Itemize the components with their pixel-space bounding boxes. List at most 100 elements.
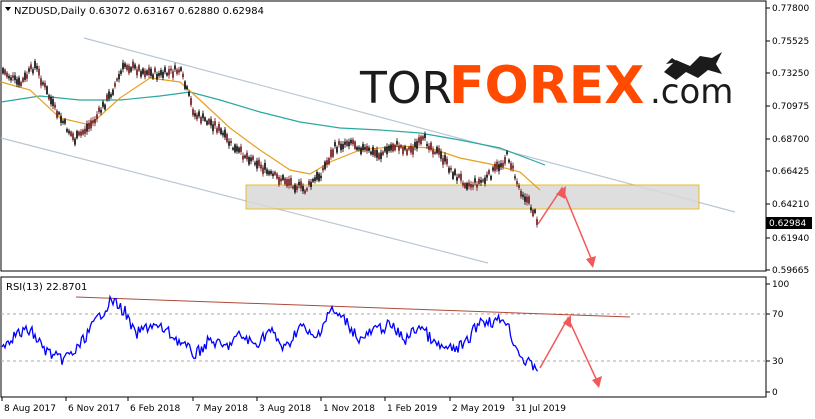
candle-body: [304, 190, 306, 194]
forecast-arrow-main: [537, 186, 596, 268]
candle-body: [502, 162, 504, 167]
candle-body: [424, 134, 426, 139]
candle-body: [446, 158, 448, 165]
candle-body: [74, 138, 76, 145]
candle-body: [198, 111, 200, 117]
candle-body: [40, 78, 42, 86]
candle-body: [512, 165, 514, 169]
candle-body: [44, 83, 46, 88]
candle-body: [218, 123, 220, 131]
candle-body: [52, 99, 54, 106]
candle-body: [108, 91, 110, 99]
candle-body: [128, 65, 130, 74]
candle-body: [160, 70, 162, 76]
candle-body: [402, 147, 404, 155]
candle-body: [318, 173, 320, 181]
candle-body: [26, 74, 28, 79]
candle-body: [488, 170, 490, 175]
candle-body: [116, 78, 118, 81]
time-tick-label: 1 Feb 2019: [387, 404, 438, 414]
candle-body: [340, 143, 342, 151]
candle-body: [434, 151, 436, 154]
candle-body: [168, 69, 170, 76]
candle-body: [378, 153, 380, 160]
candle-body: [58, 112, 60, 115]
main-price-panel[interactable]: [0, 0, 767, 272]
candle-body: [508, 159, 510, 163]
time-axis: 8 Aug 2017 6 Nov 2017 6 Feb 2018 7 May 2018…: [1, 397, 566, 414]
candle-body: [4, 69, 6, 75]
candle-body: [12, 75, 14, 78]
candle-body: [500, 163, 502, 167]
price-tick-label: 0.66425: [772, 167, 809, 177]
candle-body: [306, 188, 308, 191]
candle-body: [14, 75, 16, 81]
price-tick-label: 0.64210: [772, 200, 809, 210]
candle-body: [396, 140, 398, 145]
candle-body: [142, 68, 144, 74]
candle-body: [66, 128, 68, 132]
candle-body: [102, 101, 104, 107]
candle-body: [244, 155, 246, 158]
candle-body: [50, 97, 52, 105]
candle-body: [312, 178, 314, 182]
candle-body: [294, 184, 296, 193]
candle-body: [80, 131, 82, 136]
price-tick-label: 0.73250: [772, 69, 809, 79]
candle-body: [414, 141, 416, 148]
forecast-arrow-rsi: [539, 315, 602, 388]
candle-body: [476, 184, 478, 188]
candle-body: [308, 181, 310, 185]
candle-body: [94, 119, 96, 124]
candle-body: [406, 149, 408, 155]
candle-body: [370, 151, 372, 155]
price-axis: 0.77800 0.75525 0.73250 0.70975 0.68700 0.664…: [766, 4, 809, 276]
candle-body: [430, 142, 432, 150]
candle-body: [262, 167, 264, 174]
time-tick-label: 3 Aug 2018: [259, 404, 311, 414]
candle-body: [442, 158, 444, 165]
candle-body: [288, 178, 290, 186]
candle-body: [222, 132, 224, 136]
rsi-panel[interactable]: [0, 276, 767, 398]
candle-body: [150, 68, 152, 76]
rsi-header: RSI(13) 22.8701: [6, 282, 87, 293]
candle-body: [330, 149, 332, 158]
candle-body: [252, 156, 254, 160]
descending-channel: [0, 37, 736, 264]
candle-body: [436, 146, 438, 154]
candle-body: [366, 145, 368, 152]
candle-body: [212, 124, 214, 132]
candle-body: [514, 176, 516, 179]
candle-body: [204, 117, 206, 122]
candle-body: [444, 155, 446, 162]
candle-body: [240, 146, 242, 152]
candle-body: [466, 183, 468, 190]
candle-body: [148, 67, 150, 76]
candle-body: [8, 75, 10, 79]
candle-body: [64, 119, 66, 124]
candle-body: [76, 130, 78, 139]
candle-body: [152, 74, 154, 79]
candle-body: [490, 175, 492, 180]
candle-body: [200, 117, 202, 124]
candle-body: [486, 174, 488, 178]
price-tick-label: 0.68700: [772, 135, 809, 145]
candle-body: [534, 209, 536, 213]
candle-body: [342, 144, 344, 150]
candle-body: [498, 164, 500, 172]
price-tick-label: 0.61940: [772, 234, 809, 244]
candle-body: [260, 164, 262, 169]
candle-body: [458, 174, 460, 178]
candle-body: [216, 128, 218, 133]
candle-body: [38, 68, 40, 76]
candle-body: [172, 71, 174, 78]
candle-body: [448, 167, 450, 173]
candle-body: [54, 104, 56, 108]
time-tick-label: 6 Nov 2017: [68, 404, 120, 414]
candle-body: [140, 71, 142, 77]
candle-body: [60, 115, 62, 123]
candle-body: [62, 120, 64, 124]
candle-body: [138, 65, 140, 71]
candle-body: [88, 122, 90, 130]
